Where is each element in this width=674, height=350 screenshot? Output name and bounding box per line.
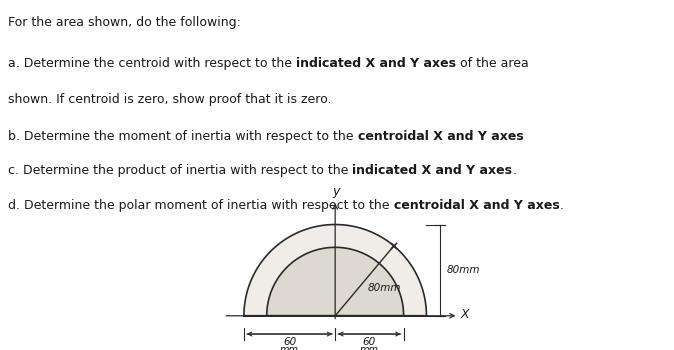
Text: y: y [333,185,340,198]
Text: 60: 60 [363,337,376,348]
Text: b. Determine the moment of inertia with respect to the: b. Determine the moment of inertia with … [8,130,358,143]
Text: mm: mm [280,345,299,350]
Text: indicated X and Y axes: indicated X and Y axes [296,57,456,70]
Text: of the area: of the area [456,57,529,70]
Text: .: . [512,164,516,177]
Text: 80mm: 80mm [447,265,481,275]
Text: centroidal X and Y axes: centroidal X and Y axes [394,199,559,212]
Text: X: X [460,308,469,321]
Text: 60: 60 [283,337,296,348]
Text: mm: mm [360,345,379,350]
Text: 80mm: 80mm [368,283,402,293]
Text: .: . [559,199,563,212]
Polygon shape [244,225,427,316]
Text: c. Determine the product of inertia with respect to the: c. Determine the product of inertia with… [8,164,353,177]
Text: a. Determine the centroid with respect to the: a. Determine the centroid with respect t… [8,57,296,70]
Text: indicated X and Y axes: indicated X and Y axes [353,164,512,177]
Text: d. Determine the polar moment of inertia with respect to the: d. Determine the polar moment of inertia… [8,199,394,212]
Text: shown. If centroid is zero, show proof that it is zero.: shown. If centroid is zero, show proof t… [8,93,332,106]
Polygon shape [267,247,404,316]
Text: For the area shown, do the following:: For the area shown, do the following: [8,16,241,29]
Text: centroidal X and Y axes: centroidal X and Y axes [358,130,523,143]
